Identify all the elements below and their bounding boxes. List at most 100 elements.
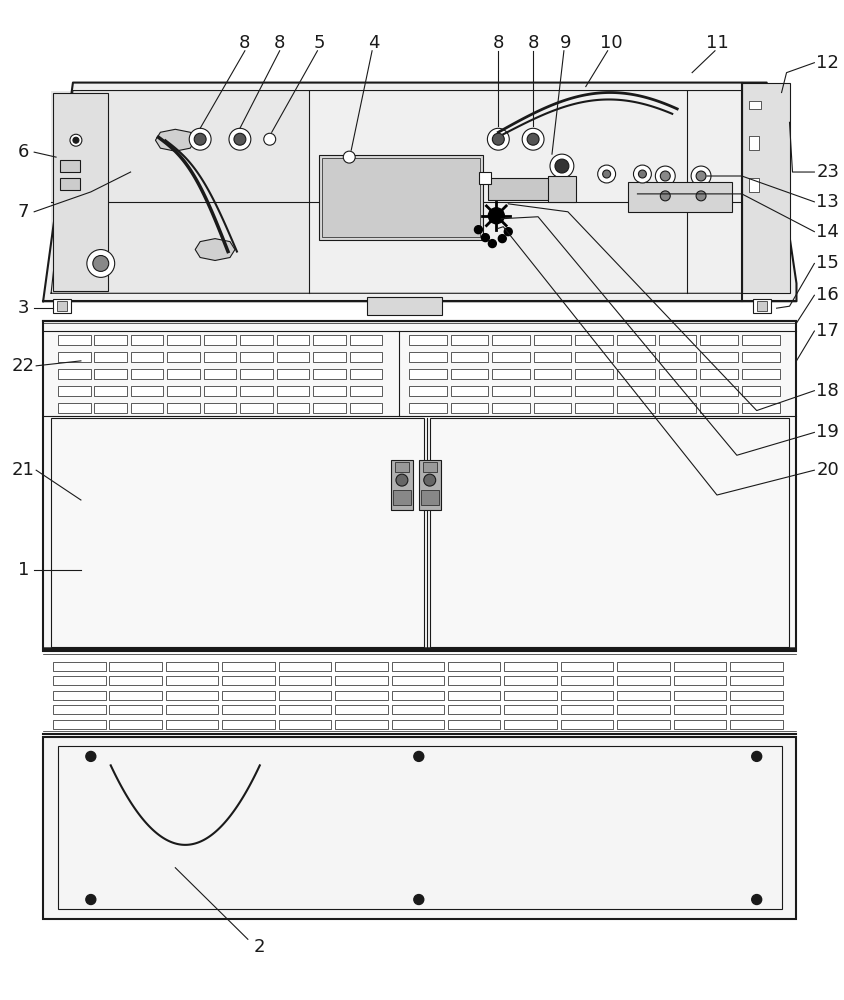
Bar (166, 676, 219, 685)
Bar (131, 335, 164, 345)
Text: 8: 8 (528, 34, 538, 52)
Bar (349, 335, 382, 345)
Bar (674, 662, 726, 671)
Circle shape (555, 159, 569, 173)
Circle shape (414, 751, 424, 761)
Bar (505, 691, 557, 700)
Bar (43, 737, 797, 919)
Bar (730, 705, 782, 714)
Text: 15: 15 (816, 254, 839, 272)
Bar (53, 676, 106, 685)
Bar (277, 335, 309, 345)
Text: 8: 8 (239, 34, 251, 52)
Bar (203, 403, 236, 413)
Circle shape (691, 186, 711, 206)
Bar (533, 369, 571, 379)
Bar (701, 403, 738, 413)
Bar (335, 691, 387, 700)
Bar (674, 676, 726, 685)
Bar (58, 403, 90, 413)
Bar (617, 691, 670, 700)
Circle shape (70, 134, 82, 146)
Text: 22: 22 (12, 357, 35, 375)
Bar (241, 352, 273, 362)
Bar (617, 720, 670, 729)
Bar (576, 369, 613, 379)
Bar (730, 676, 782, 685)
Bar (110, 705, 162, 714)
Bar (749, 178, 759, 192)
Circle shape (73, 137, 78, 143)
Bar (742, 335, 780, 345)
Circle shape (492, 133, 504, 145)
Text: 14: 14 (816, 223, 839, 241)
Bar (533, 403, 571, 413)
Bar (742, 83, 789, 293)
Bar (241, 403, 273, 413)
Bar (505, 720, 557, 729)
Text: 6: 6 (18, 143, 29, 161)
Circle shape (655, 166, 675, 186)
Bar (203, 335, 236, 345)
Bar (277, 386, 309, 396)
Circle shape (696, 171, 706, 181)
Bar (277, 403, 309, 413)
Text: 20: 20 (816, 461, 839, 479)
Bar (561, 676, 614, 685)
Bar (742, 369, 780, 379)
Polygon shape (195, 239, 235, 260)
Bar (617, 335, 655, 345)
Bar (617, 386, 655, 396)
Circle shape (234, 133, 246, 145)
Circle shape (489, 240, 496, 248)
Bar (533, 386, 571, 396)
Circle shape (424, 474, 436, 486)
Bar (166, 691, 219, 700)
Bar (53, 720, 106, 729)
Bar (279, 691, 331, 700)
Bar (349, 386, 382, 396)
Circle shape (229, 128, 251, 150)
Bar (166, 720, 219, 729)
Circle shape (752, 895, 761, 904)
Text: 4: 4 (368, 34, 380, 52)
Bar (658, 386, 696, 396)
Bar (505, 662, 557, 671)
Bar (757, 301, 766, 311)
Bar (395, 462, 408, 472)
Bar (51, 418, 424, 647)
Text: 5: 5 (314, 34, 325, 52)
Bar (167, 335, 200, 345)
Bar (279, 676, 331, 685)
Bar (742, 403, 780, 413)
Bar (222, 662, 275, 671)
Bar (166, 662, 219, 671)
Text: 8: 8 (493, 34, 504, 52)
Bar (674, 691, 726, 700)
Circle shape (86, 895, 96, 904)
Bar (617, 662, 670, 671)
Text: 21: 21 (12, 461, 35, 479)
Circle shape (498, 235, 506, 243)
Bar (658, 403, 696, 413)
Bar (58, 386, 90, 396)
Bar (110, 676, 162, 685)
Bar (203, 386, 236, 396)
Bar (222, 691, 275, 700)
Bar (313, 352, 345, 362)
Bar (617, 705, 670, 714)
Bar (658, 335, 696, 345)
Bar (313, 386, 345, 396)
Bar (95, 352, 127, 362)
Circle shape (86, 751, 96, 761)
Bar (53, 299, 71, 313)
Bar (408, 352, 446, 362)
Bar (58, 746, 782, 909)
Circle shape (344, 151, 355, 163)
Bar (448, 676, 500, 685)
Polygon shape (155, 129, 195, 151)
Bar (617, 369, 655, 379)
Bar (222, 720, 275, 729)
Bar (423, 462, 436, 472)
Bar (58, 369, 90, 379)
